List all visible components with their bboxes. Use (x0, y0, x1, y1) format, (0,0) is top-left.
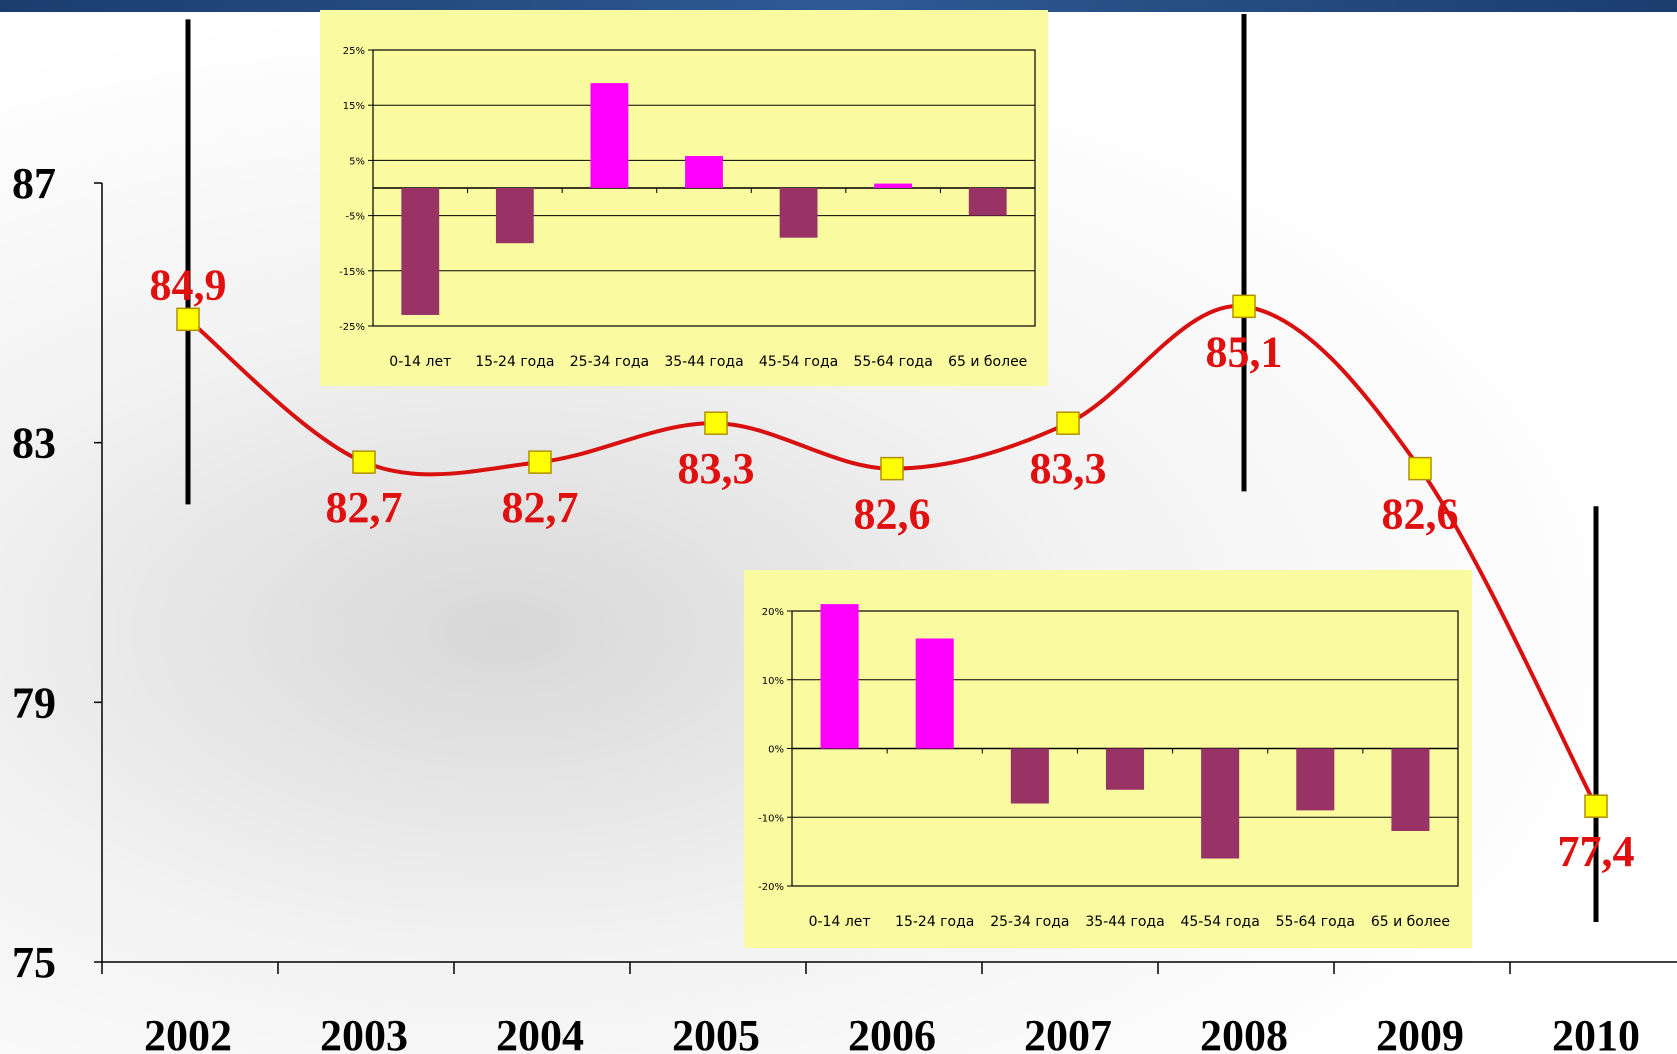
inset-y-tick-label: -20% (758, 882, 784, 893)
inset-bar (685, 155, 723, 188)
inset-bar (495, 188, 534, 244)
main-x-tick-label: 2007 (1024, 1011, 1112, 1054)
inset-y-tick-label: 20% (762, 607, 784, 618)
main-data-label: 85,1 (1206, 327, 1283, 376)
main-data-label: 83,3 (1030, 444, 1107, 493)
main-data-point (704, 411, 728, 435)
inset-category-label: 25-34 года (990, 914, 1069, 930)
main-data-label: 82,7 (326, 483, 403, 532)
inset-bar (1391, 748, 1430, 831)
inset-y-tick-label: -25% (339, 322, 365, 333)
main-data-point (1232, 294, 1256, 319)
inset-chart-top-plot: -25% -15% -5% 5% 15% 25% 0-14 лет 15-24 года 25-… (339, 46, 1036, 370)
main-y-tick-label: 75 (12, 938, 56, 987)
main-data-point (1408, 456, 1432, 481)
inset-bar (590, 83, 629, 188)
inset-category-label: 55-64 года (853, 354, 932, 370)
inset-category-label: 45-54 года (759, 354, 838, 370)
main-x-tick-label: 2009 (1376, 1011, 1464, 1054)
main-data-label: 82,7 (502, 483, 579, 532)
main-data-label: 84,9 (150, 260, 227, 309)
main-x-tick-label: 2002 (144, 1011, 232, 1054)
inset-y-tick-label: -10% (758, 813, 784, 824)
inset-y-tick-label: 10% (762, 676, 784, 687)
inset-y-tick-label: 0% (768, 745, 784, 756)
main-data-label: 77,4 (1558, 827, 1635, 876)
inset-category-label: 45-54 года (1180, 914, 1259, 930)
inset-bar (968, 188, 1007, 216)
main-data-point (1584, 794, 1608, 818)
inset-bar (820, 604, 859, 749)
inset-bar (1296, 748, 1335, 811)
main-x-tick-label: 2008 (1200, 1011, 1288, 1054)
inset-category-label: 25-34 года (570, 354, 649, 370)
main-data-point (352, 450, 376, 474)
inset-bar (915, 638, 954, 749)
inset-bar (779, 188, 818, 238)
inset-category-label: 65 и более (948, 354, 1027, 370)
main-data-point (880, 456, 904, 481)
main-data-point (176, 307, 200, 332)
inset-bar (1201, 748, 1240, 859)
main-data-label: 83,3 (678, 444, 755, 493)
inset-y-tick-label: 5% (349, 156, 365, 167)
inset-category-label: 15-24 года (475, 354, 554, 370)
inset-y-tick-label: -5% (346, 212, 365, 223)
main-y-tick-label: 83 (12, 419, 56, 468)
inset-category-label: 55-64 года (1276, 914, 1355, 930)
inset-bar (874, 183, 913, 188)
main-x-tick-label: 2010 (1552, 1011, 1640, 1054)
inset-y-tick-label: 15% (343, 101, 365, 112)
main-x-tick-label: 2003 (320, 1011, 408, 1054)
inset-chart-top: -25% -15% -5% 5% 15% 25% 0-14 лет 15-24 года 25-… (320, 10, 1048, 386)
inset-category-label: 35-44 года (664, 354, 743, 370)
inset-bar (401, 188, 440, 315)
inset-y-tick-label: -15% (339, 267, 365, 278)
inset-category-label: 15-24 года (895, 914, 974, 930)
inset-category-label: 0-14 лет (389, 354, 451, 370)
main-x-tick-label: 2004 (496, 1011, 584, 1054)
title-bar-strip (0, 0, 1677, 12)
inset-bar (1105, 748, 1145, 790)
inset-category-label: 65 и более (1371, 914, 1450, 930)
main-data-point (1056, 411, 1080, 435)
main-data-label: 82,6 (1382, 490, 1459, 539)
main-x-tick-label: 2006 (848, 1011, 936, 1054)
main-data-point (528, 450, 552, 474)
inset-chart-bottom: -20% -10% 0% 10% 20% 0-14 лет 15-24 года 25-34 … (744, 570, 1472, 948)
main-y-tick-label: 79 (12, 678, 56, 727)
main-x-tick-label: 2005 (672, 1011, 760, 1054)
main-data-label: 82,6 (854, 490, 931, 539)
inset-category-label: 35-44 года (1085, 914, 1164, 930)
inset-category-label: 0-14 лет (809, 914, 871, 930)
inset-y-tick-label: 25% (343, 46, 365, 57)
inset-bar (1010, 748, 1049, 804)
main-y-tick-label: 87 (12, 159, 56, 208)
inset-chart-bottom-plot: -20% -10% 0% 10% 20% 0-14 лет 15-24 года 25-34 … (758, 604, 1459, 930)
